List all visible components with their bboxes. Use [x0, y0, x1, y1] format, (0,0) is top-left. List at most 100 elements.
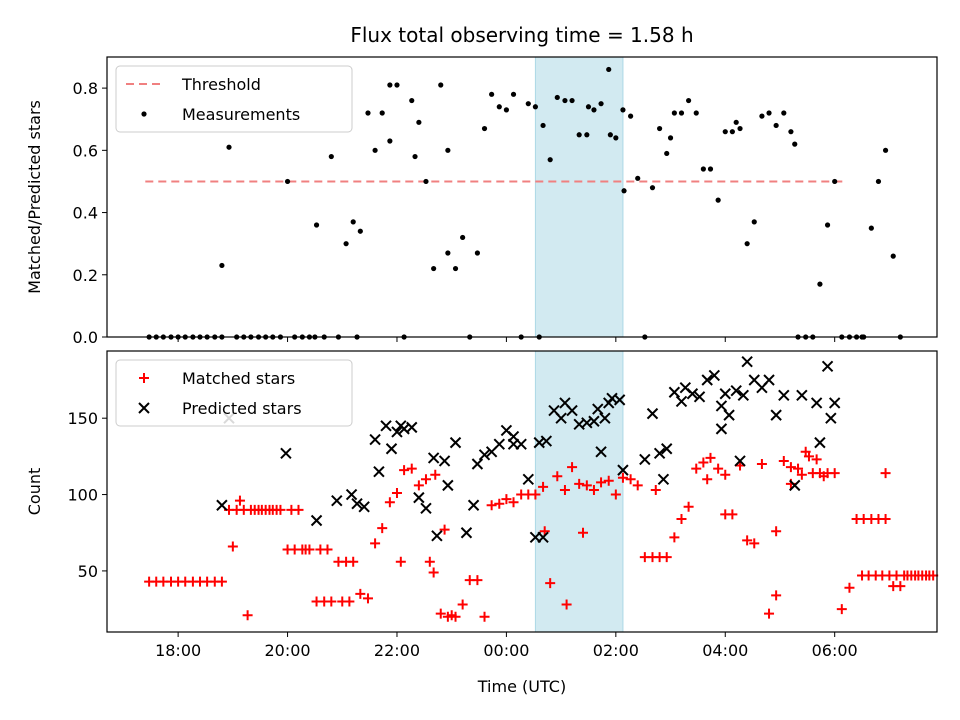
measurement-point: [489, 91, 495, 97]
matched-star-point: [596, 477, 607, 488]
predicted-star-point: [715, 400, 728, 412]
matched-star-point: [720, 469, 731, 480]
predicted-star-point: [701, 374, 713, 386]
predicted-star-point: [478, 449, 491, 461]
measurement-point: [667, 135, 674, 141]
predicted-star-point: [413, 491, 425, 504]
matched-star-point: [501, 494, 512, 505]
predicted-star-point: [763, 374, 775, 386]
x-tick-label: 22:00: [374, 641, 420, 660]
measurement-point: [394, 82, 400, 88]
predicted-star-point: [686, 388, 699, 400]
x-tick-label: 04:00: [702, 641, 748, 660]
matched-star-point: [530, 489, 541, 500]
matched-star-point: [486, 500, 497, 511]
legend-box: [115, 65, 353, 133]
predicted-star-point: [385, 443, 398, 455]
measurement-point: [729, 129, 735, 135]
predicted-star-point: [420, 502, 432, 515]
predicted-star-point: [280, 447, 292, 460]
predicted-star-point: [442, 479, 454, 492]
measurement-point: [423, 178, 429, 185]
predicted-star-point: [646, 407, 659, 420]
predicted-star-point: [796, 389, 808, 401]
measurement-point: [438, 82, 444, 88]
matched-star-point: [227, 541, 238, 552]
predicted-star-point: [595, 446, 607, 458]
measurement-point: [715, 197, 721, 203]
matched-star-point: [391, 488, 402, 499]
matched-star-point: [457, 599, 468, 610]
matched-star-point: [472, 575, 483, 586]
measurement-point: [788, 129, 794, 135]
matched-star-point: [242, 610, 253, 621]
predicted-star-point: [467, 499, 480, 511]
legend-label: Matched stars: [182, 369, 295, 388]
predicted-star-point: [639, 453, 651, 466]
measurement-point: [824, 222, 831, 228]
predicted-star-point: [345, 488, 358, 501]
matched-star-point: [479, 611, 490, 622]
predicted-star-point: [460, 527, 473, 539]
measurement-point: [365, 110, 371, 116]
measurement-point: [766, 110, 772, 116]
matched-star-point: [771, 526, 782, 537]
measurement-point: [387, 82, 393, 88]
matched-star-point: [676, 513, 687, 524]
matched-star-point: [216, 576, 227, 587]
measurement-point: [284, 178, 291, 185]
count-x-ticks: 18:00 20:00 22:00 00:00 02:00 04:00 06:00: [155, 632, 858, 660]
matched-star-point: [370, 538, 381, 549]
measurement-point: [540, 122, 546, 129]
x-axis-label: Time (UTC): [477, 677, 566, 696]
predicted-star-point: [661, 443, 673, 455]
measurement-point: [773, 122, 779, 129]
measurement-point: [226, 144, 232, 150]
measurement-point: [576, 132, 582, 138]
ratio-y-ticks: 0.0 0.2 0.4 0.6 0.8: [73, 79, 107, 347]
matched-star-point: [880, 513, 891, 524]
legend-label: Threshold: [181, 75, 261, 94]
predicted-star-point: [331, 494, 343, 507]
matched-star-point: [778, 455, 789, 466]
matched-star-point: [508, 497, 519, 508]
predicted-star-point: [438, 455, 451, 467]
matched-star-point: [844, 582, 855, 593]
measurement-point: [481, 125, 488, 132]
matched-star-point: [439, 524, 450, 535]
measurement-point: [606, 66, 612, 73]
y-tick-label: 0.8: [73, 79, 98, 98]
x-tick-label: 20:00: [264, 641, 310, 660]
ratio-y-axis-label: Matched/Predicted stars: [25, 100, 44, 294]
measurement-point: [817, 281, 823, 287]
matched-star-point: [720, 509, 731, 520]
matched-star-point: [669, 532, 680, 543]
measurement-point: [751, 219, 757, 225]
measurement-point: [547, 157, 553, 163]
predicted-star-point: [675, 395, 688, 408]
matched-star-point: [559, 484, 570, 495]
measurement-point: [372, 147, 378, 153]
matched-star-point: [574, 478, 585, 489]
predicted-star-point: [737, 389, 750, 401]
predicted-star-point: [540, 435, 553, 447]
predicted-star-point: [449, 436, 462, 449]
matched-star-point: [578, 527, 589, 538]
y-tick-label: 0.4: [73, 204, 98, 223]
matched-star-point: [764, 608, 775, 619]
matched-star-point: [617, 472, 628, 483]
predicted-star-point: [617, 464, 629, 476]
predicted-star-point: [351, 498, 363, 510]
matched-star-point: [625, 474, 636, 485]
measurement-point: [613, 135, 619, 141]
measurement-point: [832, 178, 838, 185]
predicted-star-point: [741, 355, 753, 368]
matched-star-point: [588, 484, 599, 495]
measurement-point: [759, 113, 765, 119]
predicted-star-point: [406, 421, 418, 434]
legend-label: Predicted stars: [182, 399, 302, 418]
matched-star-point: [581, 480, 592, 491]
predicted-star-point: [719, 388, 731, 400]
matched-star-point: [435, 608, 446, 619]
measurement-point: [628, 113, 634, 119]
